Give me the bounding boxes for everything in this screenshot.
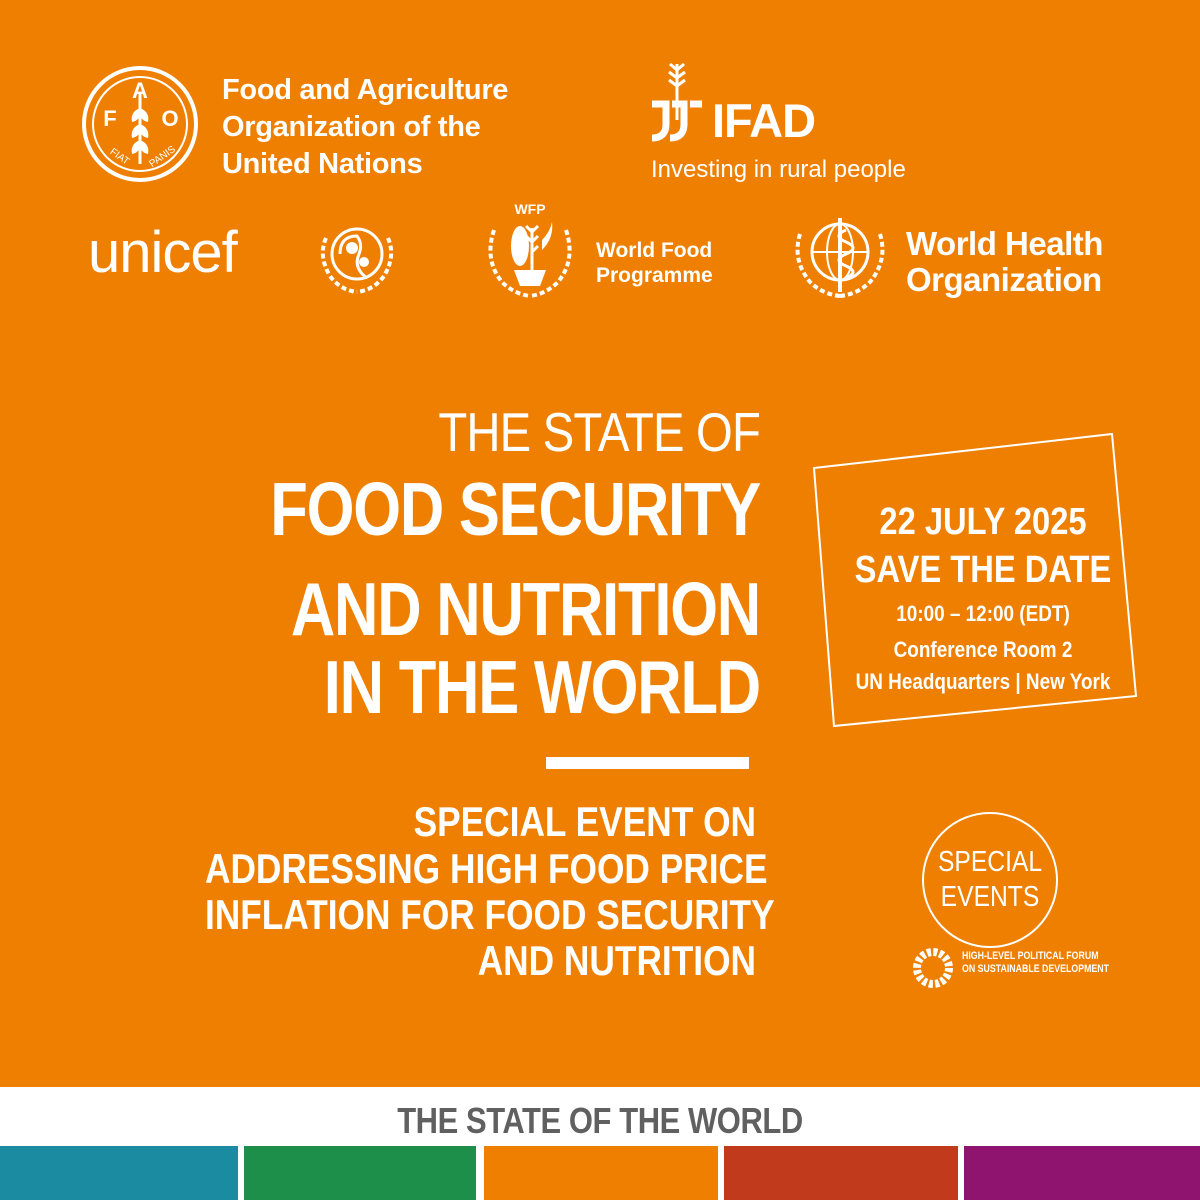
poster: F A O FIAT PANIS Food and Agriculture Or…: [0, 0, 1200, 1087]
unicef-name: unicef: [88, 220, 238, 285]
wfp-name-line-1: World Food: [596, 239, 713, 262]
event-location: UN Headquarters | New York: [855, 669, 1111, 694]
sdg-wheel-icon: [913, 948, 953, 988]
color-strip-orange: [484, 1146, 718, 1200]
ifad-name: IFAD: [712, 94, 816, 147]
unicef-emblem-icon: [320, 227, 394, 294]
event-date: 22 JULY 2025: [879, 501, 1087, 543]
fao-name: Food and Agriculture Organization of the…: [222, 72, 508, 183]
who-name-line-2: Organization: [906, 261, 1102, 298]
wfp-name: World Food Programme: [596, 238, 713, 288]
title-pre: THE STATE OF: [438, 401, 761, 463]
wfp-name-line-2: Programme: [596, 264, 713, 287]
color-strip-red: [724, 1146, 958, 1200]
subtitle-line-1: SPECIAL EVENT ON: [413, 798, 756, 845]
color-strip-teal: [0, 1146, 238, 1200]
color-strip-green: [244, 1146, 476, 1200]
special-events-line-2: EVENTS: [940, 881, 1040, 913]
save-the-date-frame: [812, 432, 1138, 728]
event-room: Conference Room 2: [893, 637, 1073, 662]
who-name: World Health Organization: [906, 226, 1103, 298]
title-divider: [546, 757, 749, 769]
title-line-1: FOOD SECURITY: [270, 467, 761, 551]
save-the-date-label: SAVE THE DATE: [854, 549, 1112, 591]
wfp-emblem-icon: WFP: [488, 201, 572, 298]
fao-name-line-2: Organization of the: [222, 111, 481, 143]
fao-emblem-letter-o: O: [161, 106, 178, 131]
title-line-2: AND NUTRITION: [290, 567, 761, 651]
hlpf-name: HIGH-LEVEL POLITICAL FORUM ON SUSTAINABL…: [962, 950, 1109, 976]
who-name-line-1: World Health: [906, 225, 1103, 262]
fao-emblem-icon: F A O FIAT PANIS: [82, 66, 198, 182]
title-line-3: IN THE WORLD: [323, 645, 761, 729]
subtitle-line-2: ADDRESSING HIGH FOOD PRICE: [204, 845, 768, 892]
ifad-tagline: Investing in rural people: [651, 156, 906, 183]
hlpf-name-line-2: ON SUSTAINABLE DEVELOPMENT: [962, 963, 1110, 975]
who-emblem-icon: [795, 218, 885, 298]
hlpf-name-line-1: HIGH-LEVEL POLITICAL FORUM: [962, 950, 1099, 962]
color-strip-purple: [964, 1146, 1200, 1200]
fao-emblem-letter-a: A: [132, 78, 148, 103]
ifad-wheat-icon: [651, 62, 702, 142]
fao-name-line-3: United Nations: [222, 148, 423, 180]
event-time: 10:00 – 12:00 (EDT): [896, 601, 1070, 626]
special-events-badge: [922, 812, 1058, 948]
footer-label: THE STATE OF THE WORLD: [397, 1100, 803, 1141]
special-events-line-1: SPECIAL: [937, 846, 1043, 878]
wfp-emblem-label: WFP: [514, 201, 545, 217]
fao-emblem-letter-f: F: [103, 106, 116, 131]
fao-name-line-1: Food and Agriculture: [222, 74, 509, 106]
fao-emblem-motto-fiat: FIAT: [108, 146, 131, 167]
subtitle-line-3: INFLATION FOR FOOD SECURITY: [204, 891, 775, 938]
subtitle-line-4: AND NUTRITION: [477, 937, 756, 984]
